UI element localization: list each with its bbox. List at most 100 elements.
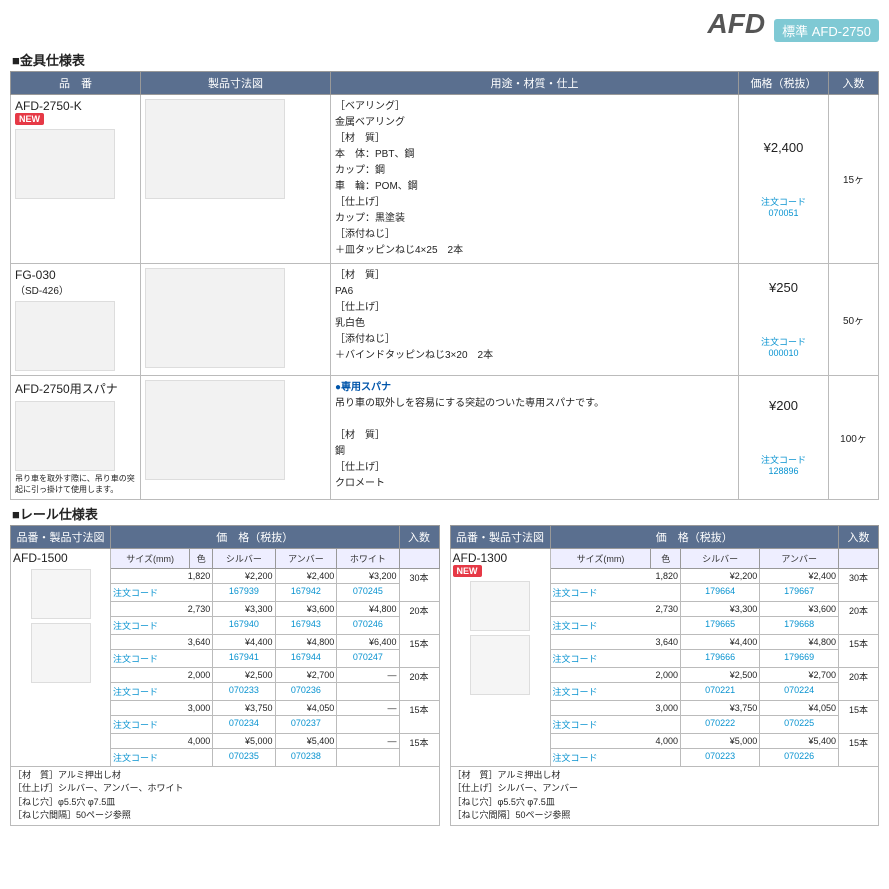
size: 3,640 [550, 634, 680, 649]
order-code-label: 注文コード [550, 616, 680, 634]
price: ¥2,400 [743, 140, 824, 155]
model-badge: 標準 AFD-2750 [774, 19, 879, 42]
table-row: AFD-2750-KNEW［ベアリング］金属ベアリング［材 質］本 体：PBT、… [11, 94, 879, 263]
price: ¥3,300 [213, 601, 275, 616]
size: 3,000 [550, 700, 680, 715]
price: ¥3,750 [213, 700, 275, 715]
price: ¥3,600 [760, 601, 839, 616]
order-code: 070234 [213, 715, 275, 733]
order-code-label: 注文コード [550, 649, 680, 667]
usage-note: 吊り車を取外す際に、吊り車の突起に引っ掛けて使用します。 [15, 473, 136, 495]
section2-title: レール仕様表 [12, 504, 889, 523]
quantity: 20本 [839, 667, 879, 700]
part-number: AFD-2750用スパナ [15, 380, 136, 397]
order-code: 070225 [760, 715, 839, 733]
order-code: 167939 [213, 583, 275, 601]
price: ¥3,200 [337, 568, 399, 583]
table-row: FG-030（SD-426）［材 質］PA6［仕上げ］乳白色［添付ねじ］＋バイン… [11, 263, 879, 375]
order-code: 167944 [275, 649, 337, 667]
order-code: 179665 [680, 616, 759, 634]
quantity: 100ヶ [829, 375, 879, 499]
order-code: 179669 [760, 649, 839, 667]
col-header: 用途・材質・仕上 [331, 71, 739, 94]
sub-header: シルバー [213, 548, 275, 568]
price: ¥4,400 [680, 634, 759, 649]
order-code: 167940 [213, 616, 275, 634]
section1-title: 金具仕様表 [12, 50, 889, 69]
order-code: 070238 [275, 748, 337, 766]
quantity: 30本 [839, 568, 879, 601]
quantity: 15本 [399, 700, 439, 733]
order-code: 070224 [760, 682, 839, 700]
sub-header: 色 [190, 548, 213, 568]
order-code: 179666 [680, 649, 759, 667]
dimension-diagram [145, 380, 285, 480]
order-code: 070221 [680, 682, 759, 700]
price: ¥4,800 [337, 601, 399, 616]
order-code-label: 注文コード [111, 682, 213, 700]
order-code-label: 注文コード [550, 715, 680, 733]
page-header: AFD 標準 AFD-2750 [0, 0, 889, 46]
new-badge: NEW [453, 565, 482, 577]
order-code: 070245 [337, 583, 399, 601]
sub-header: シルバー [680, 548, 759, 568]
part-number: FG-030 [15, 268, 136, 282]
order-code-label: 注文コード [111, 616, 213, 634]
order-code: 167942 [275, 583, 337, 601]
part-number: AFD-2750-K [15, 99, 136, 113]
order-code-label: 注文コード [550, 583, 680, 601]
price: ¥5,400 [275, 733, 337, 748]
order-code [337, 715, 399, 733]
order-code-label: 注文コード [111, 715, 213, 733]
col-header: 入数 [399, 525, 439, 548]
order-code: 070226 [760, 748, 839, 766]
sub-header: サイズ(mm) [111, 548, 190, 568]
price: ¥4,800 [760, 634, 839, 649]
order-code: 070246 [337, 616, 399, 634]
col-header: 製品寸法図 [141, 71, 331, 94]
order-code-label: 注文コード [550, 748, 680, 766]
price: ¥5,400 [760, 733, 839, 748]
rail-photo [31, 569, 91, 619]
col-header: 価 格（税抜） [550, 525, 839, 548]
order-code [337, 682, 399, 700]
dimension-diagram [145, 268, 285, 368]
quantity: 15本 [839, 700, 879, 733]
quantity: 20本 [399, 601, 439, 634]
price: ¥4,400 [213, 634, 275, 649]
col-header: 価格（税抜） [739, 71, 829, 94]
col-header: 品 番 [11, 71, 141, 94]
order-code: 167943 [275, 616, 337, 634]
col-header: 入数 [829, 71, 879, 94]
size: 1,820 [550, 568, 680, 583]
price: ¥2,500 [213, 667, 275, 682]
rail-left: 品番・製品寸法図価 格（税抜）入数AFD-1500サイズ(mm)色シルバーアンバ… [10, 525, 440, 826]
order-code-label: 注文コード [111, 748, 213, 766]
product-photo [15, 301, 115, 371]
price: ¥2,200 [680, 568, 759, 583]
price: ¥250 [743, 280, 824, 295]
price: ¥6,400 [337, 634, 399, 649]
product-photo [15, 401, 115, 471]
spec-cell: ［ベアリング］金属ベアリング［材 質］本 体：PBT、鋼カップ：鋼車 輪：POM… [331, 94, 739, 263]
quantity: 50ヶ [829, 263, 879, 375]
rail-photo [470, 581, 530, 631]
col-header: 価 格（税抜） [111, 525, 400, 548]
price: ¥3,300 [680, 601, 759, 616]
quantity: 15本 [399, 733, 439, 766]
order-code-label: 注文コード [111, 649, 213, 667]
order-code: 070236 [275, 682, 337, 700]
rail-profile [470, 635, 530, 695]
quantity: 20本 [839, 601, 879, 634]
size: 2,000 [111, 667, 213, 682]
size: 4,000 [550, 733, 680, 748]
part-sub: （SD-426） [15, 282, 136, 297]
sub-header: サイズ(mm) [550, 548, 651, 568]
price: ¥3,600 [275, 601, 337, 616]
brand-title: AFD [708, 8, 766, 40]
hardware-table: 品 番製品寸法図用途・材質・仕上価格（税抜）入数 AFD-2750-KNEW［ベ… [10, 71, 879, 500]
order-code: 注文コード 070051 [743, 195, 824, 218]
price: ¥2,700 [760, 667, 839, 682]
quantity: 15本 [839, 733, 879, 766]
price: ¥2,400 [760, 568, 839, 583]
